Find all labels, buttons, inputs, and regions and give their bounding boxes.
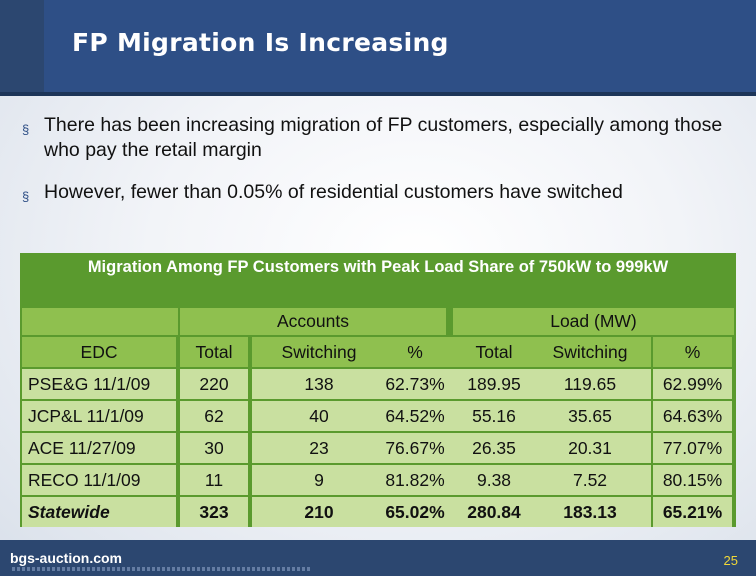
bullet-marker-icon: §: [22, 122, 30, 137]
group-header-blank: [22, 308, 178, 335]
table-cell: 77.07%: [653, 433, 732, 463]
migration-table: Migration Among FP Customers with Peak L…: [20, 253, 736, 527]
table-cell: 280.84: [454, 497, 534, 527]
bullet-1-text: There has been increasing migration of F…: [44, 114, 723, 161]
table-cell: 65.21%: [653, 497, 732, 527]
table-cell: 62: [180, 401, 248, 431]
table-cell: 20.31: [529, 433, 651, 463]
footer-logo: bgs-auction.com: [10, 550, 123, 566]
table-cell: 189.95: [454, 369, 534, 399]
table-cell: 11: [180, 465, 248, 495]
table-cell: 210: [252, 497, 386, 527]
table-cell: 9.38: [454, 465, 534, 495]
table-cell: 119.65: [529, 369, 651, 399]
header-bar: [44, 0, 756, 92]
table-cell: 62.99%: [653, 369, 732, 399]
group-header-accounts: Accounts: [180, 308, 446, 335]
slide-title: FP Migration Is Increasing: [72, 28, 449, 57]
table-cell: 64.52%: [369, 401, 461, 431]
row-label: RECO 11/1/09: [22, 465, 176, 495]
row-label: ACE 11/27/09: [22, 433, 176, 463]
table-cell: 138: [252, 369, 386, 399]
row-label: JCP&L 11/1/09: [22, 401, 176, 431]
table-cell: 30: [180, 433, 248, 463]
table-cell: 7.52: [529, 465, 651, 495]
bullet-2-text: However, fewer than 0.05% of residential…: [44, 181, 623, 203]
table-cell: 26.35: [454, 433, 534, 463]
group-header-load: Load (MW): [453, 308, 734, 335]
table-cell: 35.65: [529, 401, 651, 431]
column-header: Switching: [529, 337, 651, 367]
table-cell: 80.15%: [653, 465, 732, 495]
page-number: 25: [723, 553, 738, 568]
table-cell: 23: [252, 433, 386, 463]
table-cell: 183.13: [529, 497, 651, 527]
table-caption: Migration Among FP Customers with Peak L…: [87, 258, 669, 276]
row-label: PSE&G 11/1/09: [22, 369, 176, 399]
table-cell: 65.02%: [369, 497, 461, 527]
column-header: %: [653, 337, 732, 367]
bullet-marker-icon: §: [22, 189, 30, 204]
header-rule: [0, 92, 756, 96]
column-header: Total: [454, 337, 534, 367]
table-cell: 55.16: [454, 401, 534, 431]
table-cell: 76.67%: [369, 433, 461, 463]
row-label: Statewide: [22, 497, 176, 527]
table-cell: 81.82%: [369, 465, 461, 495]
table-cell: 220: [180, 369, 248, 399]
header-accent: [0, 0, 44, 92]
table-cell: 323: [180, 497, 248, 527]
bullet-2: § However, fewer than 0.05% of residenti…: [22, 180, 742, 205]
table-cell: 9: [252, 465, 386, 495]
table-cell: 62.73%: [369, 369, 461, 399]
column-header: Total: [180, 337, 248, 367]
column-header: Switching: [252, 337, 386, 367]
table-cell: 40: [252, 401, 386, 431]
bullet-1: § There has been increasing migration of…: [22, 113, 742, 163]
footer-tagline: [12, 567, 312, 571]
table-cell: 64.63%: [653, 401, 732, 431]
column-header: %: [369, 337, 461, 367]
column-header: EDC: [22, 337, 176, 367]
